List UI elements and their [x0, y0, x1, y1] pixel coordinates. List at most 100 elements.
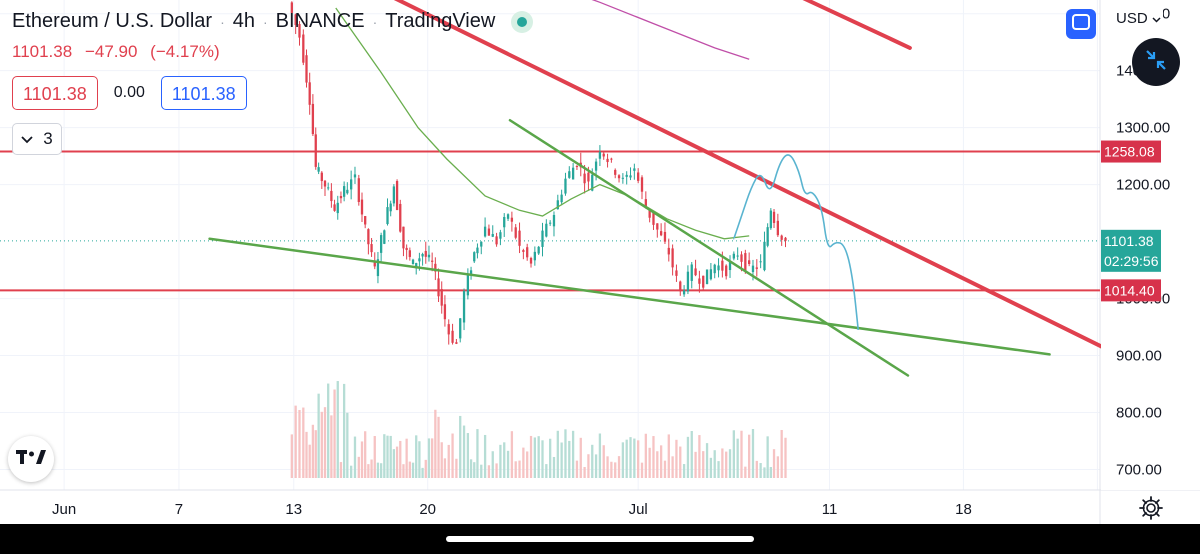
buy-button[interactable]: 1101.38 — [160, 76, 247, 110]
volume-bar — [353, 436, 357, 478]
trade-buttons: 1101.38 0.00 1101.38 — [12, 76, 247, 110]
candle-body — [671, 248, 674, 268]
candle-body — [392, 186, 396, 204]
candle-body — [405, 247, 408, 251]
volume-bar — [594, 454, 598, 478]
legend-values: 1101.38 −47.90 (−4.17%) — [12, 42, 228, 62]
volume-bar — [637, 440, 640, 478]
indicators-toggle-button[interactable]: 3 — [12, 123, 62, 155]
volume-bar — [346, 412, 349, 478]
volume-bar — [437, 416, 440, 478]
volume-bar — [571, 430, 575, 478]
volume-bar — [552, 456, 556, 478]
volume-bar — [579, 437, 582, 478]
last-price: 1101.38 — [12, 42, 73, 61]
settings-button[interactable] — [1138, 495, 1164, 521]
current-price-tag — [1101, 229, 1161, 272]
candle-body — [744, 253, 747, 271]
candle-body — [386, 207, 389, 225]
chart-grid — [0, 0, 1200, 524]
candle-body — [333, 204, 336, 211]
volume-bar — [751, 429, 755, 478]
volume-bar — [317, 393, 320, 478]
chevron-down-icon — [21, 129, 33, 149]
tradingview-logo[interactable] — [8, 436, 54, 482]
candle-body — [389, 203, 392, 212]
time-tick-label: 20 — [419, 501, 436, 518]
time-tick-label: Jun — [52, 501, 76, 518]
candle-body — [772, 211, 776, 223]
fullscreen-button[interactable] — [1066, 9, 1096, 39]
price-tick-label: 800.00 — [1116, 405, 1162, 422]
ma-long-line — [591, 0, 750, 60]
fullscreen-icon — [1071, 13, 1091, 36]
candle-body — [510, 217, 514, 222]
candle-body — [617, 175, 621, 179]
candle-body — [353, 174, 357, 178]
sell-button[interactable]: 1101.38 — [12, 76, 98, 110]
candle-body — [395, 180, 399, 211]
volume-bar — [587, 454, 590, 478]
candle-body — [499, 232, 502, 239]
volume-bar — [383, 434, 386, 478]
symbol-legend[interactable]: Ethereum / U.S. Dollar · 4h · BINANCE · … — [12, 10, 534, 33]
home-indicator[interactable] — [446, 536, 754, 542]
volume-bar — [399, 440, 402, 478]
candle-body — [705, 269, 709, 285]
volume-bar — [483, 434, 487, 478]
collapse-button[interactable] — [1132, 38, 1180, 86]
volume-bar — [305, 431, 308, 478]
candle-body — [495, 236, 498, 245]
candle-body — [415, 263, 418, 269]
volume-bar — [503, 442, 506, 478]
candle-body — [402, 226, 405, 249]
candle-body — [364, 216, 367, 225]
volume-bar — [298, 409, 301, 478]
candle-body — [610, 158, 613, 160]
candle-body — [346, 189, 349, 194]
volume-bar — [625, 439, 628, 478]
candle-body — [784, 237, 787, 241]
candle-body — [418, 258, 421, 262]
candle-body — [518, 230, 521, 246]
volume-bar — [744, 466, 747, 478]
candle-body — [637, 172, 640, 181]
volume-bar — [405, 438, 408, 478]
candle-body — [648, 208, 651, 218]
volume-bar — [640, 462, 644, 478]
wedge-lower-line — [208, 237, 1051, 356]
candle-body — [640, 177, 644, 192]
volume-bar — [529, 435, 533, 478]
price-tick-label: 900.00 — [1116, 348, 1162, 365]
candle-body — [682, 290, 686, 295]
volume-bar — [606, 456, 609, 478]
separator: · — [372, 13, 378, 30]
volume-bar — [311, 424, 315, 478]
volume-bar — [766, 436, 769, 478]
candle-body — [686, 271, 690, 292]
candle-body — [373, 261, 376, 267]
volume-bar — [698, 435, 701, 478]
volume-bar — [705, 443, 709, 478]
time-tick-label: 13 — [285, 501, 302, 518]
volume-bar — [721, 448, 724, 478]
volume-bar — [330, 415, 333, 478]
volume-bar — [784, 437, 787, 478]
volume-bar — [748, 434, 751, 478]
volume-bar — [769, 467, 772, 478]
time-tick-label: 11 — [822, 501, 838, 518]
volume-bar — [506, 450, 510, 478]
candle-body — [552, 214, 556, 227]
volume-bar — [522, 447, 525, 478]
volume-bar — [740, 430, 743, 478]
volume-bar — [728, 449, 732, 478]
volume-bar — [360, 441, 364, 478]
candle-body — [487, 228, 491, 236]
candle-body — [383, 230, 386, 244]
candle-body — [614, 169, 617, 175]
price-chart[interactable]: 1500.001400.001300.001200.001000.00900.0… — [0, 0, 1200, 524]
trendlines — [208, 0, 1153, 377]
volume-bar — [736, 438, 739, 478]
currency-select[interactable]: USD — [1114, 8, 1163, 29]
volume-bar — [686, 436, 690, 478]
